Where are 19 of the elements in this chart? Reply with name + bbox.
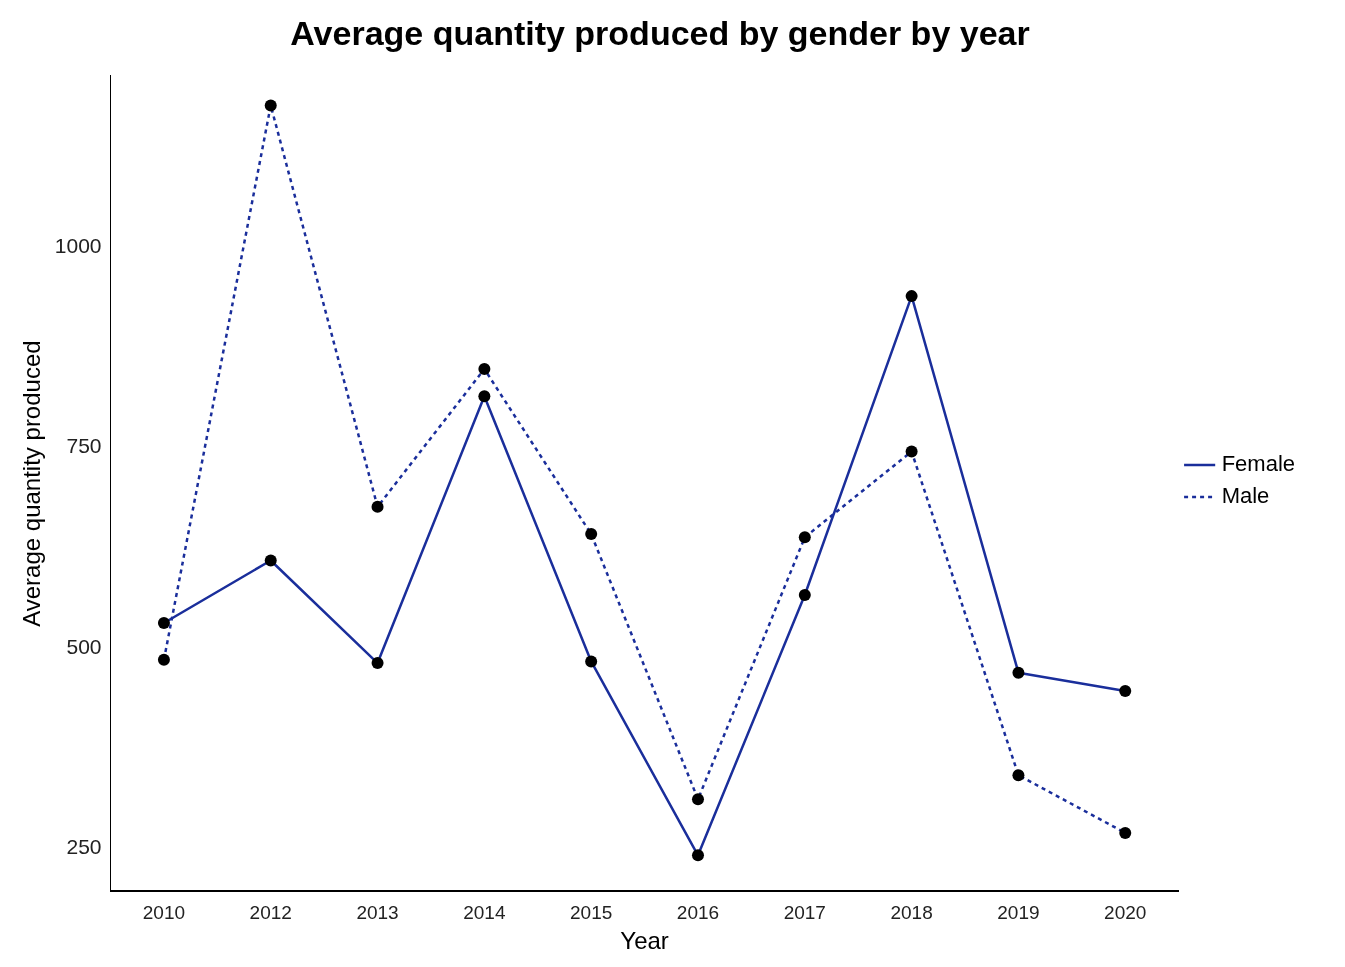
legend-label: Male — [1221, 483, 1270, 509]
x-tick-label: 2014 — [463, 902, 506, 924]
x-tick-label: 2010 — [142, 902, 186, 924]
x-tick-label: 2012 — [249, 902, 292, 924]
y-tick-label: 1000 — [54, 234, 102, 258]
legend-label: Female — [1221, 451, 1295, 477]
y-tick-label: 500 — [66, 634, 102, 658]
y-axis-title: Average quantity produced — [18, 340, 46, 627]
x-tick-label: 2013 — [356, 902, 399, 924]
x-tick-label: 2018 — [890, 902, 933, 924]
x-tick-label: 2019 — [997, 902, 1040, 924]
y-tick-label: 250 — [66, 834, 102, 858]
y-tick-label: 750 — [66, 434, 102, 458]
x-axis-title: Year — [620, 927, 669, 955]
x-tick-label: 2015 — [570, 902, 613, 924]
x-tick-label: 2020 — [1104, 902, 1147, 924]
x-tick-label: 2017 — [783, 902, 826, 924]
chart-title: Average quantity produced by gender by year — [290, 13, 1030, 52]
x-tick-label: 2016 — [676, 902, 720, 924]
